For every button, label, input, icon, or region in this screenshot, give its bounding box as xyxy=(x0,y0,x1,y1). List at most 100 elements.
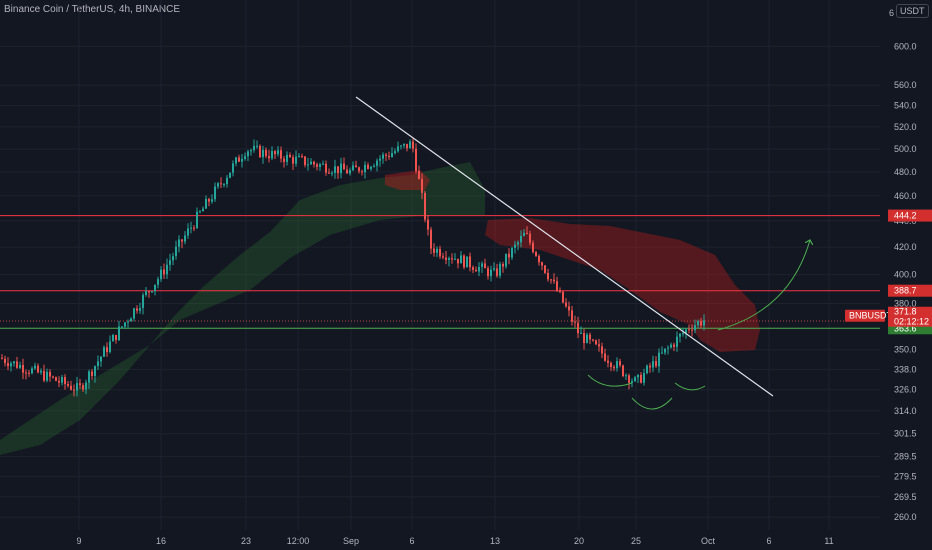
candle-body xyxy=(553,279,555,282)
y-tick-label: 560.0 xyxy=(894,80,917,90)
price-axis[interactable]: 600.0560.0540.0520.0500.0480.0460.0440.0… xyxy=(894,41,917,522)
candle-body xyxy=(322,163,324,165)
candle-body xyxy=(556,281,558,291)
x-tick-label: 13 xyxy=(490,536,500,546)
x-tick-label: 25 xyxy=(631,536,641,546)
candle-body xyxy=(532,242,534,252)
candle-body xyxy=(211,199,213,202)
x-tick-label: 11 xyxy=(824,536,833,546)
candle-body xyxy=(454,258,456,260)
candle-body xyxy=(484,263,486,269)
candle-body xyxy=(571,310,573,322)
candle-body xyxy=(28,372,30,374)
candle-body xyxy=(154,284,156,292)
candles xyxy=(1,138,705,397)
candle-body xyxy=(640,374,642,383)
candle-body xyxy=(391,153,393,158)
cloud-green-area xyxy=(0,162,485,455)
candle-body xyxy=(529,233,531,243)
candle-body xyxy=(382,154,384,159)
candle-body xyxy=(688,329,690,331)
candle-body xyxy=(145,291,147,295)
candle-body xyxy=(634,377,636,382)
candle-body xyxy=(607,360,609,363)
candle-body xyxy=(403,143,405,146)
candle-body xyxy=(415,148,417,171)
candle-body xyxy=(331,172,333,174)
candle-body xyxy=(76,383,78,391)
candle-body xyxy=(601,346,603,354)
time-axis[interactable]: 9 16 23 12:00 Sep 6 13 20 25 Oct 6 11 xyxy=(76,536,833,546)
inverse-head-shoulders[interactable] xyxy=(587,374,706,410)
candle-body xyxy=(256,145,258,147)
candle-body xyxy=(481,263,483,267)
y-tick-label: 380.0 xyxy=(894,298,917,308)
candle-body xyxy=(562,291,564,303)
y-tick-label: 520.0 xyxy=(894,122,917,132)
candle-body xyxy=(475,269,477,272)
x-tick-label: 12:00 xyxy=(287,536,310,546)
candle-body xyxy=(169,260,171,265)
candle-body xyxy=(25,372,27,374)
grid xyxy=(0,0,880,530)
candle-body xyxy=(292,157,294,164)
candle-body xyxy=(19,364,21,368)
candle-body xyxy=(376,160,378,166)
candle-body xyxy=(691,329,693,331)
candle-body xyxy=(655,361,657,367)
candle-body xyxy=(622,365,624,376)
candle-body xyxy=(121,326,123,328)
x-tick-label: Sep xyxy=(343,536,359,546)
candle-body xyxy=(187,228,189,236)
candle-body xyxy=(157,279,159,285)
candle-body xyxy=(37,365,39,373)
candle-body xyxy=(301,156,303,158)
candle-body xyxy=(232,163,234,173)
x-tick-label: 23 xyxy=(241,536,251,546)
candle-body xyxy=(649,365,651,368)
level-label-text: 444.2 xyxy=(894,211,917,221)
candle-body xyxy=(421,178,423,193)
currency-button[interactable]: USDT xyxy=(896,4,929,18)
candle-body xyxy=(409,141,411,149)
candle-body xyxy=(499,263,501,276)
candle-body xyxy=(160,269,162,280)
candle-body xyxy=(610,362,612,368)
y-tick-label: 279.5 xyxy=(894,471,917,481)
projection-arrow[interactable] xyxy=(717,240,810,331)
candle-body xyxy=(703,320,705,326)
candle-body xyxy=(205,198,207,209)
candle-body xyxy=(517,242,519,245)
candle-body xyxy=(325,163,327,173)
candle-body xyxy=(61,377,63,383)
candle-body xyxy=(427,219,429,230)
right-shoulder-arc xyxy=(674,382,706,391)
candle-body xyxy=(673,344,675,347)
candle-body xyxy=(388,155,390,158)
candle-body xyxy=(574,321,576,323)
candle-body xyxy=(406,143,408,149)
candle-body xyxy=(448,258,450,260)
x-tick-label: Oct xyxy=(701,536,716,546)
candle-body xyxy=(694,325,696,331)
descending-trendline[interactable] xyxy=(355,96,774,397)
candle-body xyxy=(64,377,66,384)
candle-body xyxy=(541,262,543,266)
candle-body xyxy=(178,239,180,247)
cloud-red-area xyxy=(485,218,760,352)
candle-body xyxy=(112,335,114,342)
candle-body xyxy=(544,265,546,273)
candle-body xyxy=(379,158,381,161)
candle-body xyxy=(85,382,87,390)
candle-body xyxy=(568,306,570,311)
candle-body xyxy=(643,373,645,383)
candle-body xyxy=(550,279,552,281)
candle-body xyxy=(91,371,93,376)
candle-body xyxy=(22,364,24,373)
candle-body xyxy=(166,264,168,275)
candle-body xyxy=(595,340,597,345)
candle-body xyxy=(289,154,291,158)
candle-body xyxy=(286,154,288,162)
